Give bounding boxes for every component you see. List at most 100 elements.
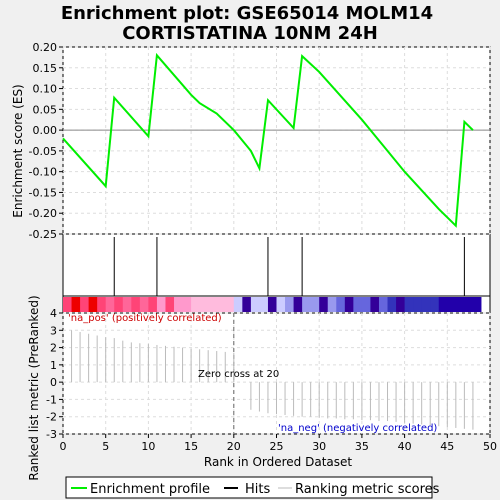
color-bar-segment [327, 297, 337, 312]
x-tick-label: 10 [141, 440, 155, 453]
color-bar-segment [319, 297, 329, 312]
ranked-y-tick-label: 0 [50, 376, 57, 389]
color-bar-segment [344, 297, 354, 312]
color-bar-segment [80, 297, 90, 312]
hits-panel [62, 233, 491, 297]
legend-label-enrichment-profile: Enrichment profile [90, 482, 210, 497]
color-bar-segment [276, 297, 286, 312]
color-bar-segment [148, 297, 158, 312]
color-bar-segment [191, 297, 201, 312]
chart-title-line-1: Enrichment plot: GSE65014 MOLM14 [61, 3, 433, 24]
color-bar-segment [404, 297, 414, 312]
ranked-y-tick-label: -2 [46, 411, 57, 424]
color-bar-segment [114, 297, 124, 312]
color-bar-segment [88, 297, 98, 312]
es-gridlines [62, 46, 491, 235]
color-bar-segment [63, 297, 73, 312]
chart-title-line-2: CORTISTATINA 10NM 24H [122, 23, 378, 44]
es-y-tick-label: 0.15 [33, 62, 58, 75]
x-tick-label: 25 [270, 440, 284, 453]
es-y-tick-label: -0.25 [29, 228, 57, 241]
color-bar-segment [353, 297, 363, 312]
color-bar-segment [430, 297, 440, 312]
es-y-axis-label: Enrichment score (ES) [11, 84, 25, 217]
es-y-tick-label: -0.05 [29, 145, 57, 158]
es-y-axis: 0.20 0.15 0.10 0.05 0.00 -0.05 -0.10 -0.15 -0.20… [29, 41, 63, 241]
ranked-y-tick-label: 3 [50, 324, 57, 337]
color-bar-segment [242, 297, 252, 312]
color-bar-segment [174, 297, 184, 312]
enrichment-profile-line [62, 52, 474, 228]
color-bar-segment [396, 297, 406, 312]
color-bar-segment [455, 297, 465, 312]
color-bar-segment [71, 297, 81, 312]
x-tick-label: 0 [60, 440, 67, 453]
legend-box [65, 476, 433, 499]
color-bar-segment [250, 297, 260, 312]
color-bar-segment [413, 297, 423, 312]
es-y-tick-label: -0.15 [29, 186, 57, 199]
ranked-y-axis: 4 3 2 1 0 -1 -2 -3 [46, 307, 63, 441]
legend-label-hits: Hits [245, 482, 270, 497]
color-bar-segment [378, 297, 389, 312]
es-y-tick-label: -0.20 [29, 207, 57, 220]
ranked-y-tick-label: -1 [46, 393, 57, 406]
color-bar-tail [481, 297, 490, 312]
color-bar-segment [438, 297, 448, 312]
es-y-tick-label: -0.10 [29, 166, 57, 179]
legend-label-ranking-metric: Ranking metric scores [295, 482, 440, 497]
chart-title: Enrichment plot: GSE65014 MOLM14 CORTIST… [61, 3, 433, 44]
color-bar-segment [302, 297, 312, 312]
color-bar-segment [182, 297, 192, 312]
color-bar-segment [122, 297, 132, 312]
x-tick-label: 15 [184, 440, 198, 453]
color-bar-segment [285, 297, 295, 312]
x-axis: 0 5 10 15 20 25 30 35 40 45 50 [60, 434, 497, 453]
x-tick-label: 50 [483, 440, 497, 453]
legend: Enrichment profile Hits Ranking metric s… [65, 476, 440, 499]
color-bar-segment [310, 297, 320, 312]
color-bar-segment [208, 297, 218, 312]
color-bar-segment [370, 297, 380, 312]
color-bar-segment [447, 297, 457, 312]
negative-group-label: 'na_neg' (negatively correlated) [278, 423, 437, 434]
color-bar-segment [199, 297, 209, 312]
color-bar-segment [336, 297, 346, 312]
x-tick-label: 35 [355, 440, 369, 453]
ranked-y-axis-label: Ranked list metric (PreRanked) [27, 295, 41, 480]
x-tick-label: 20 [227, 440, 241, 453]
hit-markers [113, 237, 465, 296]
x-tick-label: 45 [440, 440, 454, 453]
color-bar-segment [233, 297, 243, 312]
positive-group-label: 'na_pos' (positively correlated) [68, 313, 222, 324]
color-bar-segment [293, 297, 303, 312]
color-bar-segment [421, 297, 431, 312]
x-tick-label: 40 [398, 440, 412, 453]
x-axis-label: Rank in Ordered Dataset [204, 455, 352, 469]
es-y-tick-label: 0.10 [33, 83, 58, 96]
color-bar-segment [139, 297, 149, 312]
color-bar-segment [464, 297, 474, 312]
color-bar-segment [472, 297, 482, 312]
ranked-y-tick-label: -3 [46, 428, 57, 441]
es-y-tick-label: 0.05 [33, 103, 58, 116]
color-bar-segment [387, 297, 397, 312]
zero-cross-label: Zero cross at 20 [198, 369, 279, 380]
rank-color-bar [63, 297, 490, 312]
x-tick-label: 30 [312, 440, 326, 453]
color-bar-segment [361, 297, 371, 312]
ranking-metric-bars [71, 330, 474, 430]
color-bar-segment [259, 297, 269, 312]
es-y-tick-label: 0.20 [33, 41, 58, 54]
ranked-y-tick-label: 4 [50, 307, 57, 320]
color-bar-segment [156, 297, 166, 312]
color-bar-segment [131, 297, 141, 312]
color-bar-segment [105, 297, 115, 312]
color-bar-segment [165, 297, 175, 312]
color-bar-segment [216, 297, 226, 312]
ranked-y-tick-label: 1 [50, 359, 57, 372]
es-y-tick-label: 0.00 [33, 124, 58, 137]
color-bar-segment [267, 297, 277, 312]
ranked-y-tick-label: 2 [50, 342, 57, 355]
